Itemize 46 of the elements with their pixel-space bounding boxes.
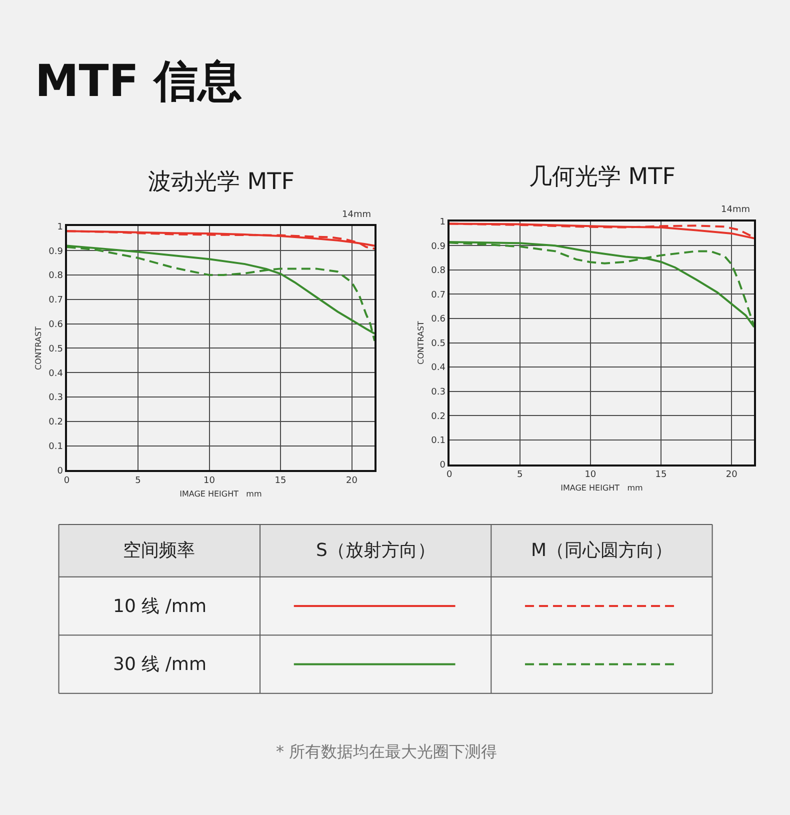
y-tick-label: 0.4 [431,363,446,374]
y-tick-label: 0.1 [431,436,446,446]
text: MTF 信息 [35,56,242,107]
y-tick-label: 0.4 [48,368,64,379]
y-tick-label: 1 [57,222,63,232]
x-tick-label: 0 [64,476,70,486]
y-tick-label: 0 [440,460,446,470]
y-tick-label: 0.5 [431,338,446,349]
text: * 所有数据均在最大光圈下测得 [276,742,498,761]
text: S（放射方向） [316,540,436,561]
x-tick-label: 0 [446,470,452,480]
y-tick-label: 0.9 [48,246,64,257]
y-tick-label: 0.6 [431,314,446,325]
y-tick-label: 0.1 [48,442,63,452]
x-tick-label: 10 [584,470,596,480]
x-tick-label: 20 [346,476,358,486]
text: 14mm [342,210,371,220]
y-tick-label: 0.7 [48,296,63,306]
text: 空间频率 [123,540,195,561]
y-axis-title: CONTRAST [416,320,426,365]
x-axis-title: IMAGE HEIGHT mm [180,490,262,499]
x-tick-label: 5 [135,476,141,486]
y-tick-label: 0.9 [431,242,446,252]
x-tick-label: 15 [274,476,286,486]
y-tick-label: 0.5 [48,344,63,354]
y-tick-label: 0.8 [431,266,446,276]
text: M（同心圆方向） [531,540,673,561]
x-tick-label: 10 [204,476,216,486]
y-axis-title: CONTRAST [34,326,43,370]
x-axis-title: IMAGE HEIGHT mm [560,484,643,493]
text: 14mm [721,205,750,215]
text: 30 线 /mm [113,654,206,675]
x-tick-label: 20 [726,470,738,480]
chart-title: 几何光学 MTF [529,164,676,190]
y-tick-label: 0.2 [431,412,446,422]
y-tick-label: 0.3 [48,393,63,404]
y-tick-label: 0.2 [48,418,63,428]
text: 10 线 /mm [113,596,206,617]
y-tick-label: 1 [440,217,446,228]
x-tick-label: 15 [655,470,667,480]
y-tick-label: 0.7 [431,290,446,300]
y-tick-label: 0.6 [48,320,64,330]
y-tick-label: 0.8 [48,271,64,282]
y-tick-label: 0.3 [431,388,446,398]
x-tick-label: 5 [516,470,523,480]
chart-title: 波动光学 MTF [148,169,294,195]
